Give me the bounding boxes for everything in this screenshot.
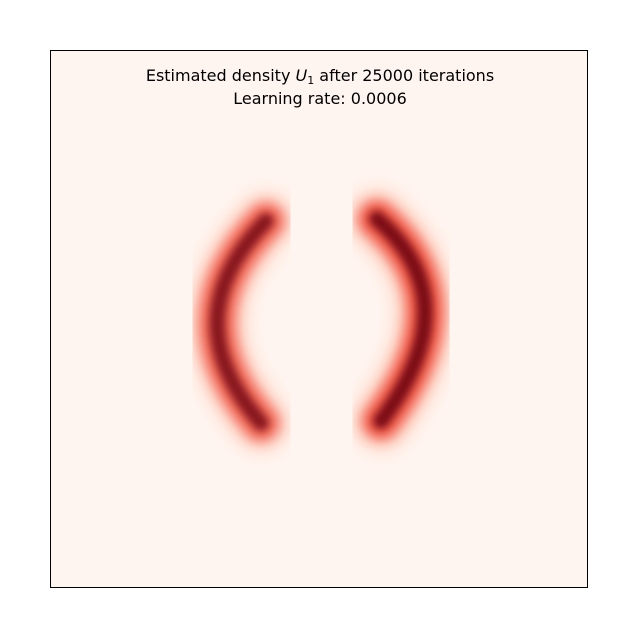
- right-arc-core-band: [369, 211, 433, 429]
- chart-subtitle: Learning rate: 0.0006: [233, 89, 407, 108]
- density-heatmap: [187, 189, 455, 453]
- left-arc: [187, 191, 296, 453]
- chart-title-subscript: 1: [307, 74, 315, 87]
- left-arc-core-band: [209, 213, 274, 431]
- chart-title-suffix: after 25000 iterations: [314, 66, 495, 85]
- plot-area: Estimated density U1 after 25000 iterati…: [50, 50, 588, 588]
- chart-title-symbol: U: [295, 66, 308, 85]
- chart-title-prefix: Estimated density: [145, 66, 296, 85]
- chart-title: Estimated density U1 after 25000 iterati…: [51, 66, 587, 91]
- right-arc: [347, 189, 455, 451]
